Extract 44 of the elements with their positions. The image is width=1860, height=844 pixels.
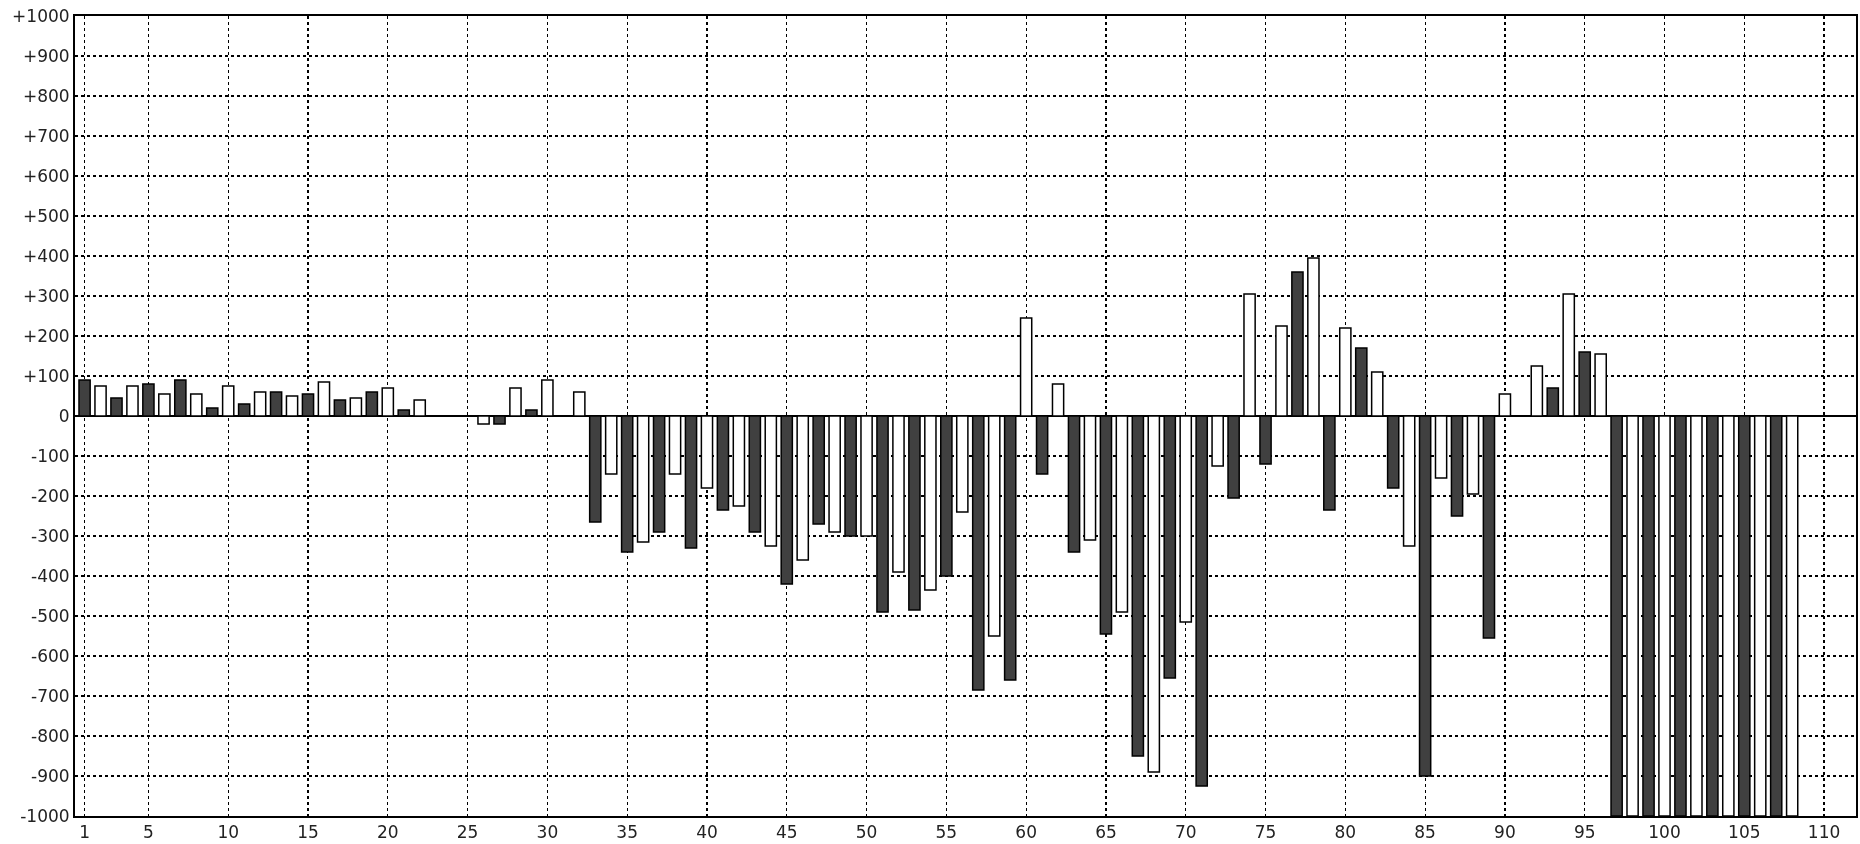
x-tick-label: 80 bbox=[1334, 822, 1357, 843]
y-tick-label: -300 bbox=[31, 525, 70, 546]
y-tick-label: +900 bbox=[22, 45, 70, 66]
y-tick-label: +600 bbox=[22, 165, 70, 186]
x-tick-label: 85 bbox=[1414, 822, 1436, 843]
x-tick-label: 40 bbox=[696, 822, 718, 843]
y-tick-label: -200 bbox=[31, 485, 70, 506]
y-tick-label: +400 bbox=[22, 245, 70, 266]
y-tick-label: +800 bbox=[22, 85, 70, 106]
x-tick-label: 35 bbox=[616, 822, 638, 843]
y-tick-label: -900 bbox=[31, 765, 70, 786]
x-tick-label: 60 bbox=[1015, 822, 1037, 843]
x-tick-label: 30 bbox=[536, 822, 559, 843]
x-tick-label: 10 bbox=[217, 822, 240, 843]
x-tick-label: 70 bbox=[1174, 822, 1197, 843]
x-tick-label: 100 bbox=[1648, 822, 1681, 843]
y-tick-label: -700 bbox=[31, 685, 70, 706]
y-tick-label: -600 bbox=[31, 645, 70, 666]
y-tick-label: -500 bbox=[31, 605, 70, 626]
x-tick-label: 45 bbox=[775, 822, 798, 843]
x-tick-label: 15 bbox=[297, 822, 319, 843]
y-tick-label: +1000 bbox=[12, 5, 70, 26]
x-tick-label: 75 bbox=[1254, 822, 1277, 843]
y-tick-label: 0 bbox=[58, 405, 70, 426]
x-tick-label: 1 bbox=[79, 822, 90, 843]
y-tick-label: -400 bbox=[31, 565, 70, 586]
y-tick-label: +300 bbox=[22, 285, 70, 306]
y-tick-label: -100 bbox=[31, 445, 70, 466]
y-tick-label: +200 bbox=[22, 325, 70, 346]
x-tick-label: 55 bbox=[935, 822, 958, 843]
y-tick-label: -1000 bbox=[20, 805, 70, 826]
x-tick-label: 110 bbox=[1807, 822, 1841, 843]
y-tick-label: -800 bbox=[31, 725, 70, 746]
x-tick-label: 25 bbox=[456, 822, 479, 843]
x-tick-label: 95 bbox=[1573, 822, 1596, 843]
x-tick-label: 65 bbox=[1095, 822, 1117, 843]
y-tick-label: +500 bbox=[22, 205, 70, 226]
y-tick-label: +100 bbox=[22, 365, 70, 386]
y-tick-label: +700 bbox=[22, 125, 70, 146]
x-tick-label: 105 bbox=[1728, 822, 1761, 843]
x-tick-label: 50 bbox=[855, 822, 878, 843]
x-tick-label: 5 bbox=[143, 822, 154, 843]
x-tick-label: 20 bbox=[376, 822, 399, 843]
x-tick-label: 90 bbox=[1494, 822, 1516, 843]
